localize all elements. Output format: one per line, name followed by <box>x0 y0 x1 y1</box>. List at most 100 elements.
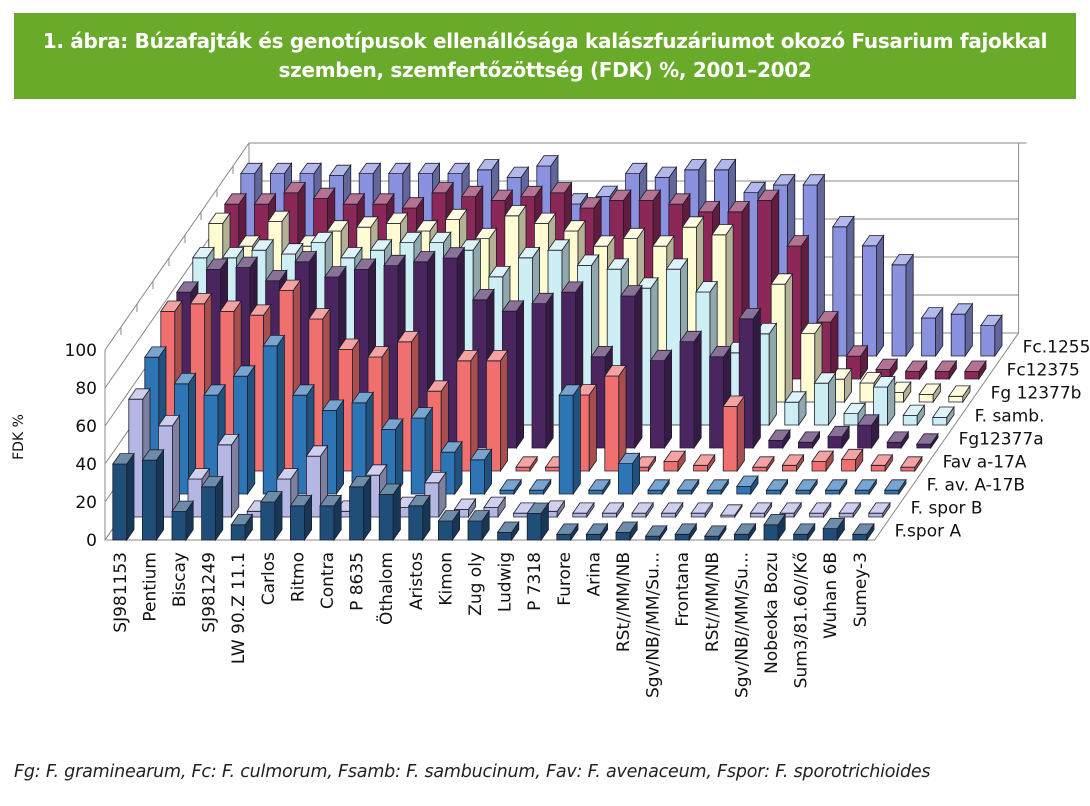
bar-1-20 <box>674 522 698 542</box>
bar-3-21 <box>736 474 759 496</box>
bar-5-18 <box>679 330 702 450</box>
bar-9-26 <box>980 314 1003 358</box>
bar-3-26 <box>884 478 907 496</box>
bar-6-22 <box>813 371 837 427</box>
bar-1-22 <box>733 522 757 542</box>
bar-8-24 <box>904 359 928 381</box>
category-label-3: Biscay <box>170 552 190 607</box>
bar-2-21 <box>720 503 743 519</box>
bar-1-2 <box>141 448 165 542</box>
bar-4-16 <box>604 364 627 473</box>
bar-2-20 <box>690 501 714 519</box>
bar-9-25 <box>950 302 974 358</box>
category-label-24: Sum3/81.60//Kő <box>792 552 812 688</box>
bar-7-26 <box>948 384 971 404</box>
bar-2-26 <box>868 501 891 519</box>
category-label-1: SJ981153 <box>111 552 131 633</box>
category-label-2: Pentium <box>140 552 160 622</box>
bar-1-10 <box>378 482 402 542</box>
series-label-1: F.spor A <box>895 522 962 542</box>
bar-9-24 <box>920 306 944 358</box>
bar-5-25 <box>886 430 910 450</box>
bar-3-14 <box>528 478 552 496</box>
category-label-23: Nobeoka Bozu <box>762 552 782 674</box>
category-label-17: Arina <box>584 552 604 597</box>
category-label-26: Sumey-3 <box>851 552 871 627</box>
category-label-5: LW 90.Z 11.1 <box>229 552 249 664</box>
bar-1-11 <box>408 494 431 542</box>
category-label-11: Aristos <box>407 552 427 610</box>
bar-1-24 <box>792 522 816 542</box>
y-axis-title: FDK % <box>11 414 27 460</box>
bar-2-22 <box>749 501 773 519</box>
bar-1-21 <box>704 524 727 542</box>
y-tick-label-100: 100 <box>65 341 97 361</box>
category-label-4: SJ981249 <box>200 552 220 633</box>
species-abbreviation-footnote: Fg: F. graminearum, Fc: F. culmorum, Fsa… <box>14 762 931 782</box>
bar-6-21 <box>784 390 807 427</box>
y-tick-label-40: 40 <box>75 455 97 475</box>
chart-labels: 0 20 40 60 80 100 FDK % SJ981153 Pentium Biscay SJ… <box>11 338 1090 699</box>
bar-1-14 <box>496 520 520 542</box>
bar-2-24 <box>808 501 832 519</box>
category-label-25: Wuhan 6B <box>821 552 841 639</box>
bar-7-25 <box>918 382 942 404</box>
bar-1-5 <box>230 513 254 542</box>
bar-5-24 <box>856 413 880 450</box>
bar-4-18 <box>663 449 686 473</box>
bar-9-21 <box>832 215 855 358</box>
bar-5-26 <box>916 432 939 450</box>
bar-3-13 <box>499 478 522 496</box>
bar-1-19 <box>644 524 668 542</box>
y-tick-label-0: 0 <box>86 531 97 551</box>
bar-3-18 <box>647 478 670 496</box>
bar-8-26 <box>964 359 987 381</box>
series-label-5: Fg12377a <box>959 430 1044 450</box>
bar-3-16 <box>588 478 611 496</box>
bar-4-21 <box>752 455 775 473</box>
series-label-3: F. av. A-17B <box>927 476 1026 496</box>
category-label-6: Carlos <box>259 552 279 605</box>
bar-5-17 <box>649 349 673 450</box>
bar-5-13 <box>531 292 554 450</box>
bar-3-10 <box>410 406 434 496</box>
category-label-13: Zug oly <box>466 552 486 616</box>
bar-3-25 <box>854 478 878 496</box>
bar-4-24 <box>840 448 864 473</box>
bar-3-24 <box>824 478 848 496</box>
category-label-8: Contra <box>318 552 338 609</box>
bar-2-18 <box>631 501 654 519</box>
bar-1-25 <box>822 517 846 542</box>
category-label-9: P 8635 <box>348 552 368 611</box>
bar-2-17 <box>601 501 625 519</box>
bar-1-23 <box>763 513 786 542</box>
bar-4-26 <box>900 455 923 473</box>
bar-1-17 <box>585 522 609 542</box>
series-label-6: F. samb. <box>975 407 1045 427</box>
chart-bars <box>112 154 1003 542</box>
series-label-7: Fg 12377b <box>991 384 1082 404</box>
bar-4-22 <box>781 453 805 473</box>
bar-3-9 <box>380 417 404 496</box>
bar-1-26 <box>852 522 875 542</box>
bar-3-17 <box>617 452 641 496</box>
category-label-19: Sgv/NB//MM/Su... <box>644 552 664 698</box>
bar-2-16 <box>572 501 595 519</box>
bar-1-16 <box>556 522 579 542</box>
bar-1-18 <box>615 520 638 542</box>
bar-6-26 <box>932 405 955 427</box>
series-label-9: Fc.12551 <box>1023 338 1090 358</box>
bar-4-15 <box>574 383 598 473</box>
category-label-10: Öthalom <box>375 552 397 625</box>
bar-2-19 <box>660 501 684 519</box>
bar-1-9 <box>348 475 372 542</box>
series-label-4: Fav a-17A <box>943 453 1027 473</box>
y-tick-label-80: 80 <box>75 379 97 399</box>
bar-5-21 <box>768 428 791 450</box>
category-label-16: Furore <box>555 552 575 606</box>
bar-5-22 <box>797 430 821 450</box>
bar-1-4 <box>200 475 224 542</box>
y-tick-label-60: 60 <box>75 417 97 437</box>
bar-1-1 <box>112 452 135 542</box>
